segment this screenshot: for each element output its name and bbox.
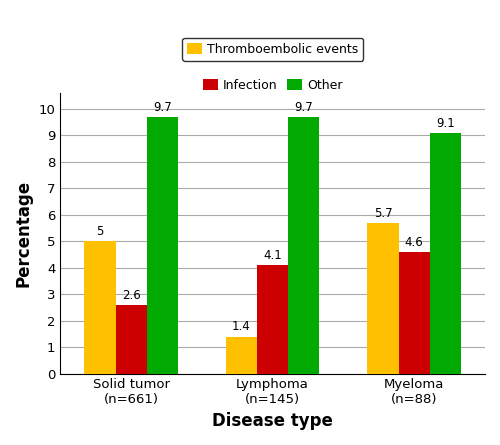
Bar: [84, 241, 116, 374]
Bar: [430, 133, 461, 374]
Text: 2.6: 2.6: [122, 288, 141, 302]
Bar: [226, 336, 257, 374]
Bar: [116, 305, 146, 374]
Text: 4.1: 4.1: [264, 249, 282, 262]
Bar: [288, 117, 320, 374]
Bar: [257, 265, 288, 374]
Text: 5.7: 5.7: [374, 206, 392, 219]
Y-axis label: Percentage: Percentage: [15, 180, 33, 287]
Legend: Infection, Other: Infection, Other: [198, 74, 348, 97]
Text: 9.7: 9.7: [294, 101, 313, 113]
Text: 9.1: 9.1: [436, 117, 454, 129]
Text: 9.7: 9.7: [153, 101, 172, 113]
X-axis label: Disease type: Disease type: [212, 412, 333, 430]
Bar: [368, 222, 398, 374]
Bar: [398, 252, 430, 374]
Bar: [146, 117, 178, 374]
Text: 5: 5: [96, 225, 104, 238]
Text: 4.6: 4.6: [405, 236, 423, 249]
Text: 1.4: 1.4: [232, 320, 251, 333]
